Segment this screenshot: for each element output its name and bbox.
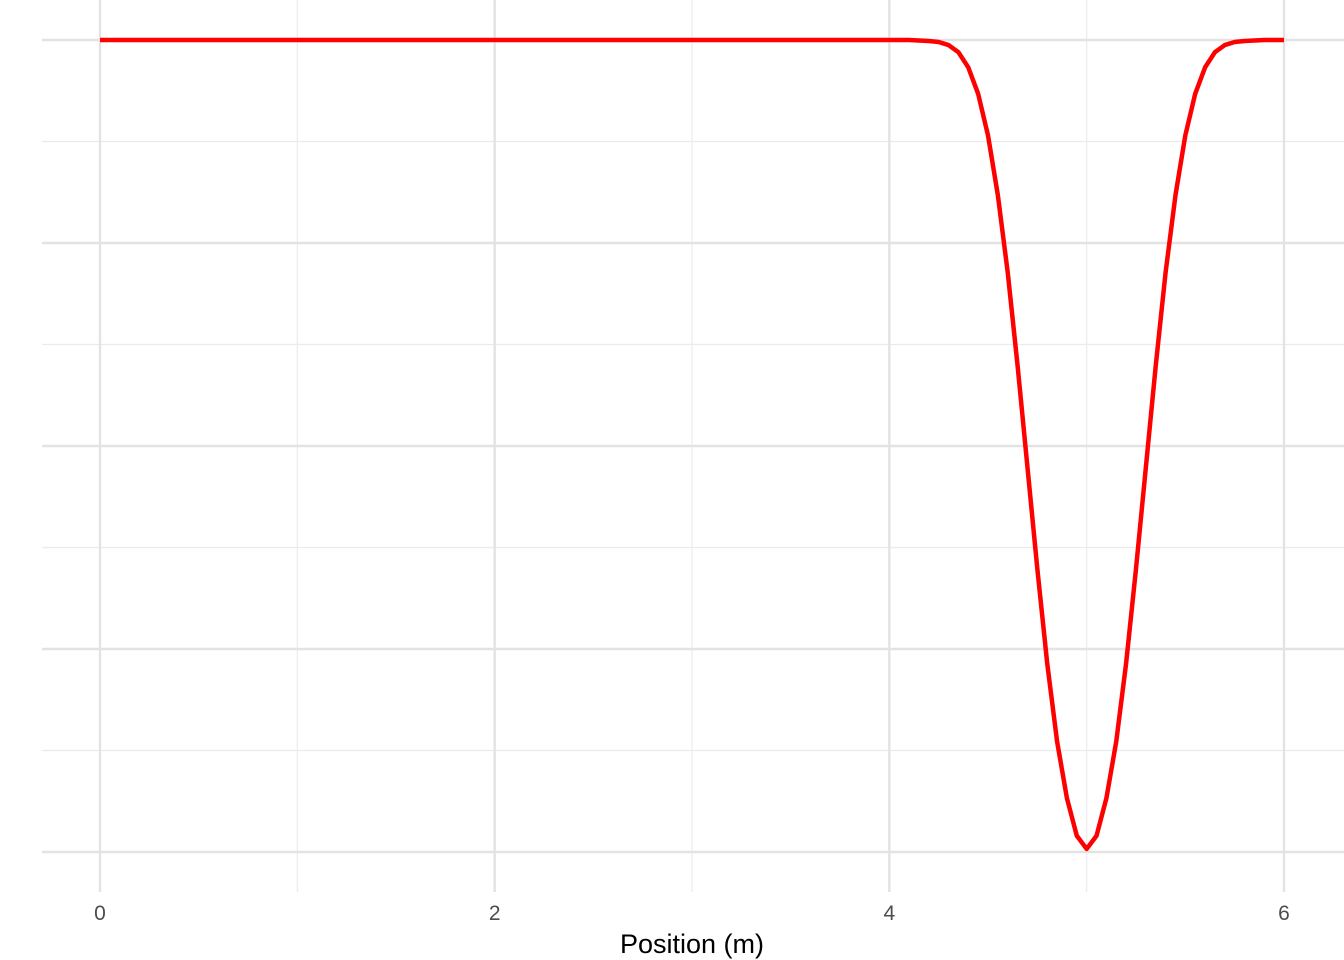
x-tick-labels: 0 2 4 6 xyxy=(94,902,1290,925)
x-tick-label: 0 xyxy=(94,902,106,925)
x-tick-label: 2 xyxy=(489,902,501,925)
series-line-1 xyxy=(100,37,1284,852)
x-tick-label: 6 xyxy=(1278,902,1290,925)
series-layer xyxy=(100,37,1284,852)
x-tick-label: 4 xyxy=(883,902,895,925)
x-axis-title: Position (m) xyxy=(620,929,764,959)
